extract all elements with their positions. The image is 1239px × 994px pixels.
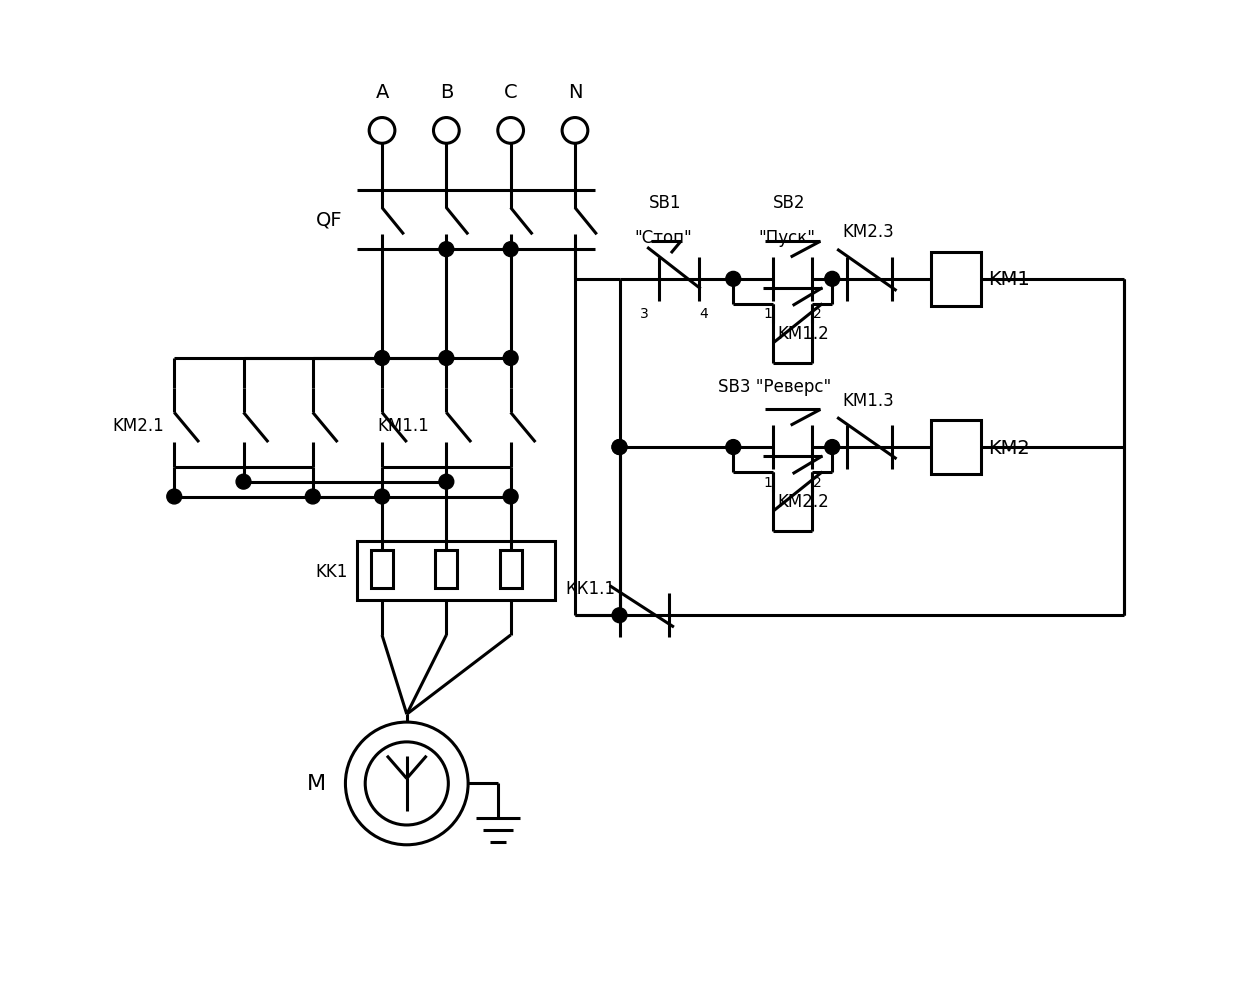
Circle shape	[726, 272, 741, 287]
Text: 2: 2	[813, 307, 821, 321]
Text: C: C	[504, 83, 518, 101]
Circle shape	[439, 243, 453, 257]
Circle shape	[439, 475, 453, 490]
Text: KM1: KM1	[989, 270, 1031, 289]
Text: "Пуск": "Пуск"	[758, 229, 815, 248]
Text: KM1.1: KM1.1	[377, 416, 429, 434]
Circle shape	[825, 440, 840, 455]
Bar	[932, 420, 980, 475]
Circle shape	[503, 243, 518, 257]
Circle shape	[167, 490, 182, 504]
Circle shape	[503, 490, 518, 504]
Bar	[372, 551, 393, 588]
Text: 1: 1	[763, 475, 772, 489]
Circle shape	[237, 475, 252, 490]
Text: "Стоп": "Стоп"	[634, 229, 693, 248]
Text: KM1.2: KM1.2	[778, 325, 830, 343]
Circle shape	[612, 608, 627, 623]
Text: 1: 1	[763, 307, 772, 321]
Text: 4: 4	[699, 307, 707, 321]
Circle shape	[726, 440, 741, 455]
Circle shape	[825, 272, 840, 287]
Text: A: A	[375, 83, 389, 101]
Circle shape	[374, 351, 389, 366]
Text: QF: QF	[316, 211, 342, 230]
Text: 2: 2	[813, 475, 821, 489]
Text: KK1: KK1	[315, 563, 347, 580]
Text: KM2: KM2	[989, 438, 1031, 457]
Text: 3: 3	[639, 307, 648, 321]
Text: SB1: SB1	[649, 194, 681, 212]
Circle shape	[439, 351, 453, 366]
Text: KM2.2: KM2.2	[778, 493, 830, 511]
Text: M: M	[306, 773, 326, 793]
Text: N: N	[567, 83, 582, 101]
Circle shape	[374, 490, 389, 504]
Bar	[932, 252, 980, 307]
Circle shape	[305, 490, 320, 504]
Text: B: B	[440, 83, 453, 101]
Text: SB2: SB2	[773, 194, 805, 212]
Bar	[499, 551, 522, 588]
Bar	[357, 542, 555, 600]
Bar	[435, 551, 457, 588]
Text: КК1.1: КК1.1	[565, 579, 615, 597]
Text: KM2.3: KM2.3	[843, 223, 893, 242]
Text: SB3 "Реверс": SB3 "Реверс"	[719, 378, 831, 396]
Circle shape	[612, 440, 627, 455]
Circle shape	[503, 351, 518, 366]
Text: KM1.3: KM1.3	[843, 392, 893, 410]
Text: KM2.1: KM2.1	[113, 416, 165, 434]
Circle shape	[612, 440, 627, 455]
